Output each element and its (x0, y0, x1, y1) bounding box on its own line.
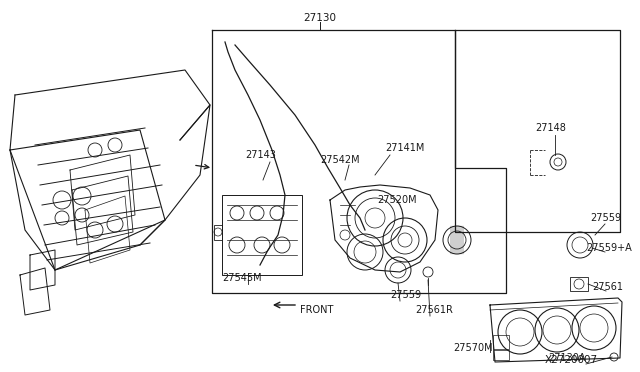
Text: FRONT: FRONT (300, 305, 333, 315)
Text: 27561: 27561 (592, 282, 623, 292)
Text: 27570M: 27570M (453, 343, 493, 353)
Bar (214, 225, 222, 240)
Text: 27559: 27559 (590, 213, 621, 223)
Text: 27561R: 27561R (415, 305, 453, 315)
Text: 27559+A: 27559+A (586, 243, 632, 253)
Text: 27545M: 27545M (222, 273, 262, 283)
Text: 27559: 27559 (390, 290, 421, 300)
Bar (493, 335, 509, 349)
Bar (570, 277, 588, 291)
Text: 27148: 27148 (535, 123, 566, 133)
Text: 27542M: 27542M (320, 155, 360, 165)
Text: X2720007: X2720007 (545, 355, 598, 365)
Text: 27130: 27130 (303, 13, 337, 23)
Text: 27520M: 27520M (377, 195, 417, 205)
Text: 27143: 27143 (245, 150, 276, 160)
Bar (493, 350, 509, 360)
Text: 27130A: 27130A (548, 353, 586, 363)
Text: 27141M: 27141M (385, 143, 424, 153)
Bar (222, 195, 302, 275)
